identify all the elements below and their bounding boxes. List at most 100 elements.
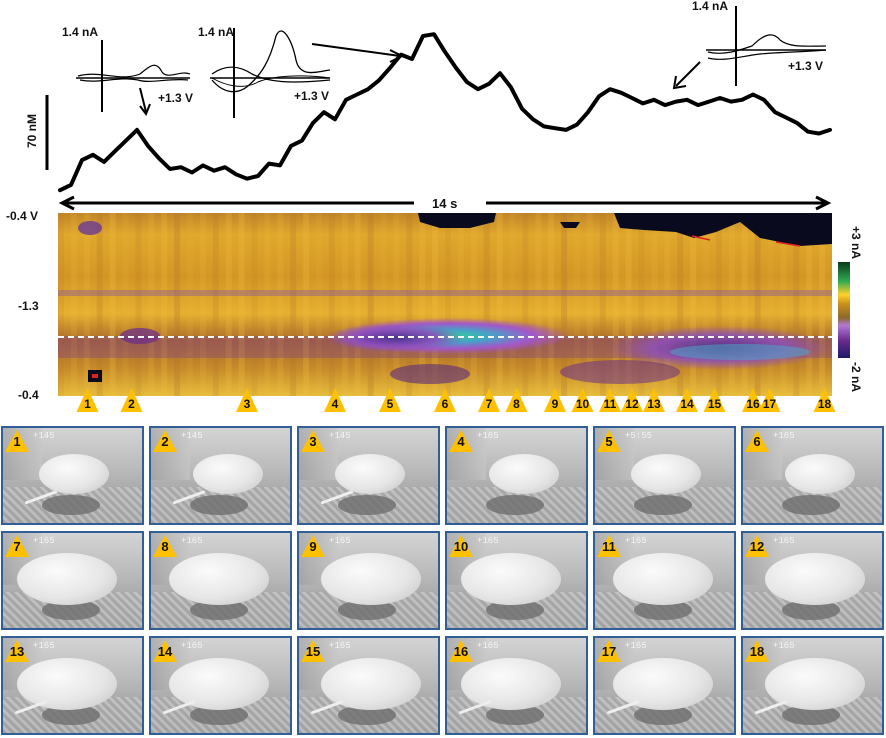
frame-timestamp: +165	[181, 536, 203, 546]
video-frame: +165 8	[149, 531, 292, 630]
event-marker-triangle	[703, 388, 726, 412]
video-frame: +165 6	[741, 426, 884, 525]
frame-number: 6	[753, 434, 761, 449]
rat-figure	[17, 658, 117, 710]
event-marker-triangle	[324, 388, 346, 412]
dopamine-trace	[58, 32, 832, 193]
frame-timestamp: +165	[329, 641, 351, 651]
event-marker-label: 13	[647, 397, 661, 411]
frame-number: 17	[601, 644, 617, 659]
frame-marker-triangle	[301, 640, 325, 662]
event-marker-label: 2	[128, 397, 135, 411]
frame-timestamp: +165	[773, 431, 795, 441]
frame-marker-triangle	[745, 535, 769, 557]
event-marker-label: 10	[576, 397, 590, 411]
frame-marker-triangle	[5, 640, 29, 662]
video-frame: +165 17	[593, 636, 736, 735]
video-frame: +165 15	[297, 636, 440, 735]
event-marker-triangle	[76, 388, 99, 412]
event-marker-triangle	[544, 388, 566, 412]
rat-figure	[321, 553, 421, 605]
rat-figure	[461, 553, 561, 605]
frame-number: 10	[453, 539, 469, 554]
time-span-arrow: 14 s	[58, 195, 832, 211]
frame-marker-triangle	[597, 430, 621, 452]
video-frame: +145 2	[149, 426, 292, 525]
inset-3-current-label: 1.4 nA	[692, 0, 728, 13]
frame-number: 2	[161, 434, 169, 449]
frame-number: 9	[309, 539, 317, 554]
event-marker-triangle	[571, 388, 594, 412]
scale-bar-label: 70 nM	[25, 114, 39, 148]
frame-marker-triangle	[745, 640, 769, 662]
event-marker-label: 8	[513, 397, 520, 411]
frame-timestamp: +165	[773, 536, 795, 546]
video-frame: +145 1	[1, 426, 144, 525]
colorbar-min-label: -2 nA	[849, 362, 863, 392]
frame-marker-triangle	[5, 535, 29, 557]
frame-marker-triangle	[597, 640, 621, 662]
frame-timestamp: +165	[477, 536, 499, 546]
video-frame: +165 10	[445, 531, 588, 630]
frame-timestamp: +165	[773, 641, 795, 651]
rat-figure	[169, 658, 269, 710]
event-marker-label: 6	[442, 397, 449, 411]
rat-figure	[461, 658, 561, 710]
frame-marker-triangle	[153, 430, 177, 452]
video-frame: +165 18	[741, 636, 884, 735]
frame-timestamp: +145	[329, 431, 351, 441]
event-marker-triangle	[599, 388, 621, 412]
colorbar-max-label: +3 nA	[849, 226, 863, 259]
y-tick-top: -0.4 V	[6, 209, 38, 223]
event-marker-label: 16	[746, 397, 760, 411]
inset-1-voltage-label: +1.3 V	[158, 91, 193, 105]
event-marker-triangle	[478, 388, 500, 412]
frame-marker-triangle	[301, 430, 325, 452]
rat-figure	[489, 454, 559, 494]
frame-number: 3	[309, 434, 317, 449]
event-marker-label: 15	[708, 397, 722, 411]
frame-number: 1	[13, 434, 21, 449]
video-frame: +165 13	[1, 636, 144, 735]
event-marker-label: 5	[387, 397, 394, 411]
video-frame: +165 14	[149, 636, 292, 735]
color-plot	[58, 213, 832, 396]
event-marker-label: 12	[625, 397, 639, 411]
inset-cv-2: 1.4 nA +1.3 V	[198, 25, 405, 118]
event-marker-triangle	[236, 388, 258, 412]
event-marker-triangle	[742, 388, 764, 412]
inset-cv-3: 1.4 nA +1.3 V	[672, 0, 827, 90]
colorbar	[838, 262, 850, 358]
event-marker-label: 9	[552, 397, 559, 411]
frame-marker-triangle	[449, 535, 473, 557]
event-marker-label: 1	[84, 397, 91, 411]
frame-number: 7	[13, 539, 21, 554]
video-frame: +165 11	[593, 531, 736, 630]
frame-number: 8	[161, 539, 169, 554]
frame-marker-triangle	[745, 430, 769, 452]
video-frame: +145 3	[297, 426, 440, 525]
event-markers: 1 2 3 4 5 6 7 8 9 10 11 12 13 14 15 16 17 18	[76, 388, 836, 412]
event-marker-triangle	[379, 388, 401, 412]
event-marker-label: 7	[486, 397, 493, 411]
video-frame: +165 16	[445, 636, 588, 735]
inset-3-voltage-label: +1.3 V	[788, 59, 823, 73]
event-marker-label: 14	[680, 397, 694, 411]
frame-number: 18	[749, 644, 765, 659]
frame-marker-triangle	[597, 535, 621, 557]
frame-timestamp: +165	[625, 536, 647, 546]
inset-2-voltage-label: +1.3 V	[294, 89, 329, 103]
event-marker-triangle	[434, 388, 456, 412]
event-marker-triangle	[676, 388, 698, 412]
time-span-label: 14 s	[432, 196, 457, 211]
frame-timestamp: +145	[33, 431, 55, 441]
frame-timestamp: +165	[477, 641, 499, 651]
event-marker-triangle	[120, 388, 143, 412]
frame-timestamp: +5:55	[625, 431, 653, 441]
rat-figure	[39, 454, 109, 494]
frame-number: 13	[9, 644, 25, 659]
frame-timestamp: +165	[33, 641, 55, 651]
rat-figure	[17, 553, 117, 605]
frame-number: 14	[157, 644, 173, 659]
frame-timestamp: +165	[477, 431, 499, 441]
